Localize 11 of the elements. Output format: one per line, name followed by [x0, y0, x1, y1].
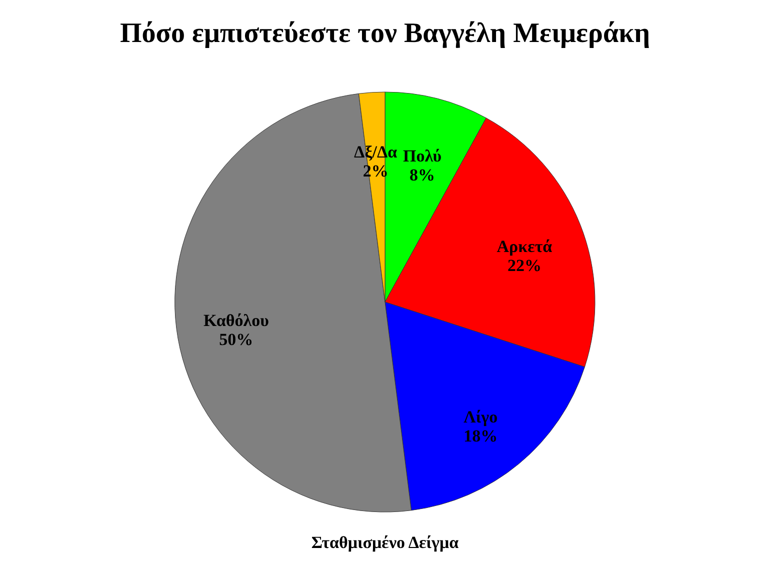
data-label: 18% — [464, 426, 498, 446]
text: Σταθμισμένο Δείγμα — [311, 533, 460, 552]
data-label: 8% — [410, 166, 436, 185]
data-label: 22% — [507, 256, 542, 275]
slice-label: Δξ/Δα — [354, 142, 398, 162]
slice-label: Λίγο — [464, 408, 498, 427]
chart-title: Πόσο εμπιστεύεστε τον Βαγγέλη Μειμεράκη — [120, 18, 650, 49]
slice-label: Αρκετά — [496, 236, 553, 256]
data-label: 50% — [219, 330, 254, 349]
slice-label: Πολύ — [402, 146, 442, 166]
slice-label: Καθόλου — [203, 310, 270, 330]
